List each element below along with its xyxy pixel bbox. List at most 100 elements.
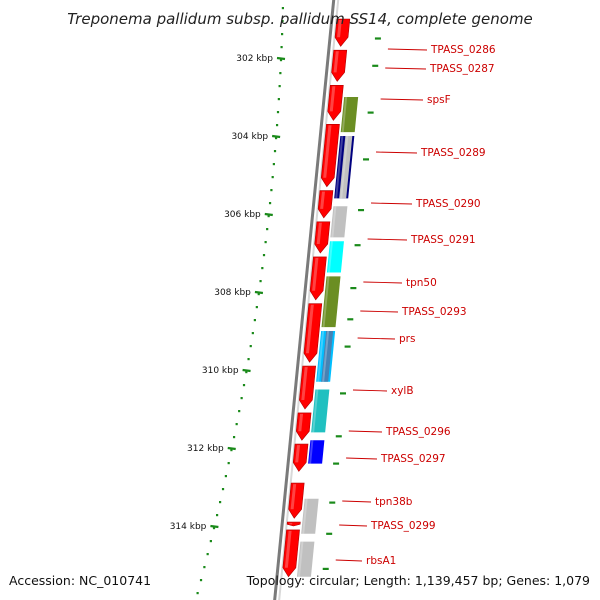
- accession-text: Accession: NC_010741: [9, 573, 151, 588]
- cog-gene-shine: [340, 136, 349, 199]
- scale-dot: [253, 319, 256, 322]
- scale-dot: [261, 267, 264, 270]
- leader-line: [357, 337, 396, 340]
- gene-arrow-highlight: [284, 530, 292, 568]
- scale-dot: [279, 72, 282, 75]
- major-tick: [242, 368, 251, 373]
- gene-label: xylB: [391, 385, 414, 397]
- gene-arrow-highlight: [316, 222, 322, 244]
- gene-arrow-highlight: [298, 413, 304, 432]
- gene-labels: TPASS_0286 TPASS_0287 spsF TPASS_0289 TPASS_…: [322, 37, 496, 571]
- scale-dot: [273, 150, 277, 153]
- tick-label: 306 kbp: [224, 210, 261, 220]
- scale-ticks: 302 kbp 304 kbp 306 kbp 308 kbp 310 kbp 312 k…: [170, 54, 286, 532]
- cog-gene-shine: [335, 136, 344, 199]
- scale-dot: [196, 592, 199, 595]
- tick-label: 312 kbp: [187, 444, 224, 454]
- gene-arrow-highlight: [329, 86, 336, 112]
- gene-arrow-highlight: [305, 304, 314, 354]
- scale-dot: [232, 436, 236, 439]
- scale-dot: [270, 189, 273, 192]
- cog-gene-shine: [322, 331, 330, 382]
- scale-dot: [221, 488, 225, 491]
- leader-line: [371, 202, 413, 205]
- scale-dot: [281, 7, 285, 10]
- cog-gene-block: [326, 241, 344, 273]
- scale-dot: [262, 254, 266, 257]
- backbone-shadow: [278, 0, 340, 600]
- cog-gene-block: [321, 276, 341, 328]
- gene-arrow-highlight: [295, 445, 301, 463]
- cog-gene-block: [311, 389, 330, 433]
- cog-gene-shine: [331, 206, 337, 238]
- major-tick: [264, 212, 273, 217]
- scale-dot: [277, 98, 280, 101]
- scale-dot: [209, 540, 212, 543]
- major-tick: [271, 134, 281, 139]
- scale-dot: [212, 527, 216, 530]
- scale-dot: [278, 85, 281, 88]
- leader-line: [346, 457, 378, 460]
- cog-gene-shine: [297, 541, 304, 577]
- scale-dot: [206, 553, 209, 556]
- cog-gene-block: [296, 541, 315, 577]
- leader-line: [348, 430, 383, 433]
- scale-dot: [247, 358, 250, 361]
- gene-arrow: [286, 521, 301, 527]
- leader-line: [376, 151, 418, 154]
- gene-label: tpn38b: [375, 496, 413, 508]
- leader-line: [339, 524, 368, 527]
- cog-gene-block: [339, 136, 353, 199]
- scale-dot: [235, 423, 238, 426]
- cog-gene-shine: [302, 498, 308, 534]
- scale-dot: [199, 579, 203, 582]
- gene-arrow-highlight: [289, 523, 293, 525]
- cog-gene-block: [330, 206, 348, 238]
- cog-gene-shine: [341, 97, 348, 133]
- scale-dot: [218, 501, 222, 504]
- gene-label: TPASS_0296: [385, 426, 451, 438]
- major-tick: [276, 56, 286, 61]
- cog-gene-shine: [309, 440, 314, 464]
- major-tick: [227, 446, 236, 451]
- tick-label: 314 kbp: [170, 522, 207, 532]
- major-tick: [254, 290, 264, 295]
- tick-label: 310 kbp: [202, 366, 239, 376]
- topology-text: Topology: circular; Length: 1,139,457 bp…: [246, 573, 590, 588]
- scale-dot: [281, 20, 284, 23]
- leader-line: [380, 98, 424, 101]
- tick-label: 302 kbp: [236, 54, 273, 64]
- scale-dot: [251, 332, 254, 335]
- scale-dot: [268, 202, 272, 205]
- gene-label: spsF: [427, 94, 451, 106]
- gene-arrow-highlight: [337, 20, 342, 38]
- tick-label: 308 kbp: [214, 288, 251, 298]
- scale-dot: [271, 176, 274, 179]
- leader-line: [367, 238, 408, 241]
- scale-dot: [264, 241, 267, 244]
- gene-arrow-highlight: [312, 257, 319, 291]
- leader-line: [387, 48, 428, 51]
- gene-label: TPASS_0286: [430, 44, 496, 56]
- scale-dot: [279, 59, 283, 62]
- backbone-line: [273, 0, 336, 600]
- scale-dot: [257, 293, 260, 296]
- gene-arrow-highlight: [301, 367, 308, 400]
- scale-dot: [242, 384, 246, 387]
- scale-dot: [255, 306, 258, 309]
- gene-arrow-highlight: [323, 125, 332, 178]
- forward-strand-genes: [282, 18, 351, 578]
- gene-label: prs: [399, 333, 415, 345]
- scale-dot: [274, 137, 278, 140]
- backbone: [273, 0, 340, 600]
- scale-dot: [266, 228, 269, 231]
- scale-dot: [259, 280, 262, 283]
- scale-dot: [275, 124, 279, 127]
- coordinate-dots: [196, 7, 285, 595]
- gene-label: TPASS_0293: [401, 306, 467, 318]
- gene-label: TPASS_0290: [415, 198, 481, 210]
- gene-arrow-highlight: [320, 191, 325, 209]
- leader-line: [335, 559, 363, 562]
- scale-dot: [238, 410, 241, 413]
- scale-dot: [280, 33, 284, 36]
